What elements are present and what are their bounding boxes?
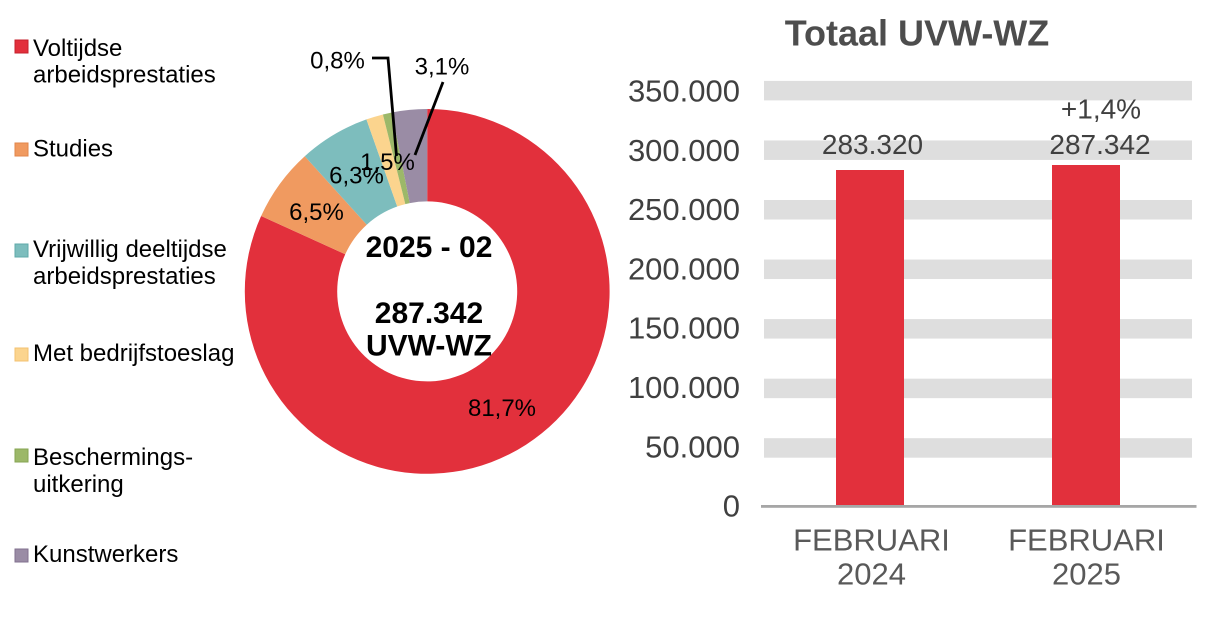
svg-text:200.000: 200.000	[628, 251, 740, 286]
svg-text:1,5%: 1,5%	[360, 149, 415, 176]
svg-text:283.320: 283.320	[822, 129, 923, 160]
svg-text:arbeidsprestaties: arbeidsprestaties	[33, 62, 216, 89]
svg-text:6,3%: 6,3%	[329, 163, 384, 190]
svg-text:81,7%: 81,7%	[468, 395, 536, 422]
svg-text:250.000: 250.000	[628, 192, 740, 227]
svg-text:FEBRUARI: FEBRUARI	[793, 523, 950, 558]
svg-text:2025 - 02: 2025 - 02	[366, 231, 493, 264]
svg-text:350.000: 350.000	[628, 74, 740, 109]
svg-text:Met bedrijfstoeslag: Met bedrijfstoeslag	[33, 340, 234, 367]
svg-text:0: 0	[723, 489, 740, 524]
svg-text:Totaal UVW-WZ: Totaal UVW-WZ	[785, 13, 1050, 54]
svg-text:Kunstwerkers: Kunstwerkers	[33, 541, 178, 568]
svg-text:287.342: 287.342	[1049, 129, 1150, 160]
svg-text:6,5%: 6,5%	[289, 199, 344, 226]
svg-text:UVW-WZ: UVW-WZ	[366, 330, 492, 363]
svg-text:Studies: Studies	[33, 136, 113, 163]
svg-text:arbeidsprestaties: arbeidsprestaties	[33, 263, 216, 290]
svg-text:287.342: 287.342	[375, 297, 483, 330]
svg-text:0,8%: 0,8%	[310, 48, 365, 75]
svg-text:100.000: 100.000	[628, 370, 740, 405]
svg-text:150.000: 150.000	[628, 311, 740, 346]
svg-text:2025: 2025	[1052, 557, 1121, 592]
svg-text:2024: 2024	[837, 557, 906, 592]
svg-text:+1,4%: +1,4%	[1061, 94, 1141, 125]
svg-text:uitkering: uitkering	[33, 471, 124, 498]
svg-text:50.000: 50.000	[645, 429, 740, 464]
svg-text:3,1%: 3,1%	[415, 54, 470, 81]
svg-text:300.000: 300.000	[628, 133, 740, 168]
svg-text:Voltijdse: Voltijdse	[33, 35, 122, 62]
svg-text:FEBRUARI: FEBRUARI	[1008, 523, 1165, 558]
svg-text:Vrijwillig deeltijdse: Vrijwillig deeltijdse	[33, 236, 227, 263]
svg-text:Beschermings-: Beschermings-	[33, 444, 193, 471]
